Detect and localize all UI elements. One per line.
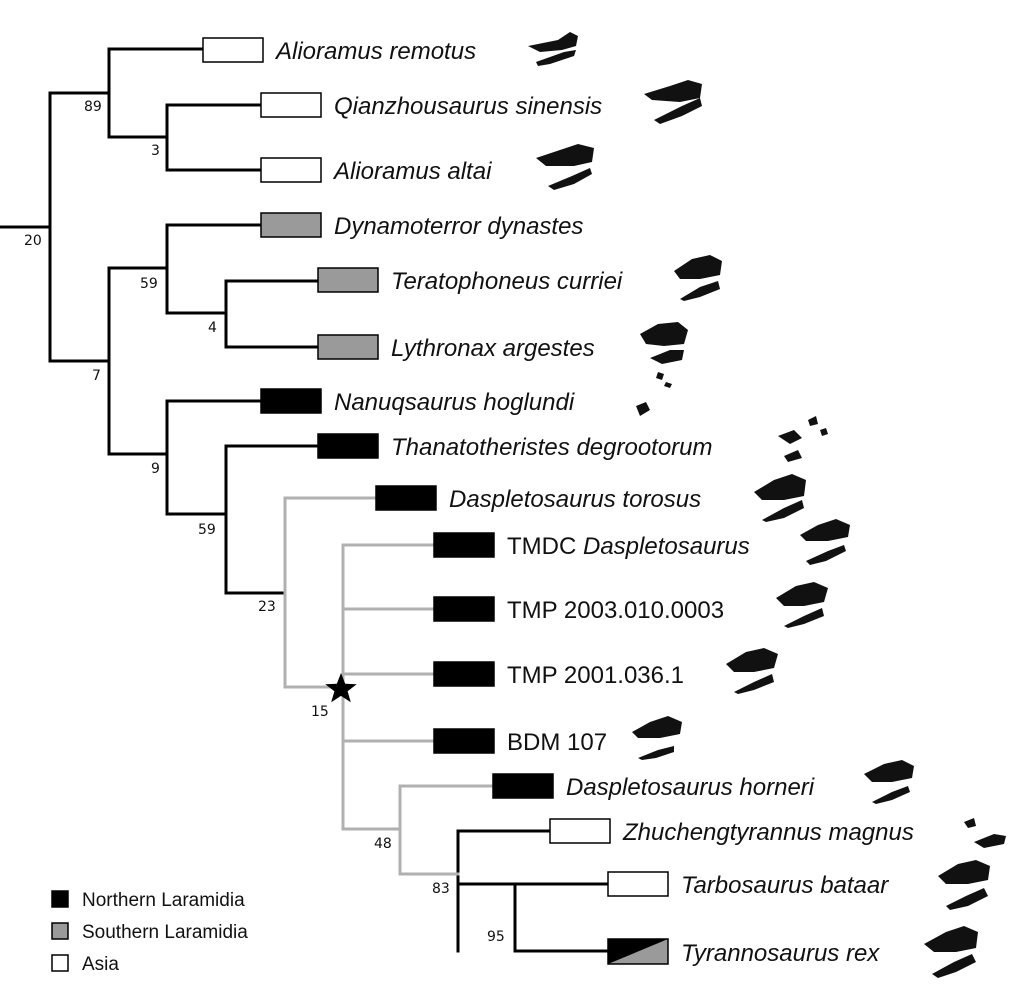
skull-thanatotheristes-degrootorum-icon — [778, 416, 828, 462]
support-thanato-plus: 59 — [198, 522, 216, 538]
label-lythronax-argestes: Lythronax argestes — [391, 335, 595, 362]
legend: Northern Laramidia Southern Laramidia As… — [51, 890, 248, 975]
label-tmp-2003-010-0003: TMP 2003.010.0003 — [507, 597, 724, 624]
label-bdm-107: BDM 107 — [507, 729, 607, 756]
star-marker — [325, 673, 357, 703]
skull-silhouettes — [528, 32, 1006, 978]
label-tmdc: TMDC — [507, 533, 576, 560]
label-tarbosaurus-bataar: Tarbosaurus bataar — [681, 872, 889, 899]
region-box-tarbosaurus-bataar — [607, 871, 669, 897]
label-nanuqsaurus-hoglundi: Nanuqsaurus hoglundi — [334, 389, 575, 416]
support-qian-altai: 3 — [151, 143, 160, 159]
region-box-tmp-2003-010-0003 — [433, 596, 495, 622]
label-alioramus-altai: Alioramus altai — [332, 158, 492, 185]
region-box-lythronax-argestes — [317, 334, 379, 360]
legend-item-northern-laramidia: Northern Laramidia — [51, 890, 245, 911]
legend-label-southern: Southern Laramidia — [82, 922, 248, 943]
legend-item-southern-laramidia: Southern Laramidia — [51, 922, 248, 943]
label-alioramus-remotus: Alioramus remotus — [274, 38, 476, 65]
skull-tyrannosaurus-rex-icon — [924, 926, 978, 978]
skull-tmdc-daspletosaurus-icon — [800, 519, 850, 565]
skull-teratophoneus-curriei-icon — [674, 255, 722, 301]
support-root: 20 — [24, 233, 42, 249]
skull-bdm-107-icon — [632, 716, 682, 760]
support-rest: 7 — [92, 368, 101, 384]
support-tera-lythro: 4 — [208, 320, 217, 336]
region-box-alioramus-altai — [260, 157, 322, 183]
label-tmdc-genus: Daspletosaurus — [583, 533, 750, 560]
legend-swatch-northern — [51, 890, 69, 908]
region-box-qianzhousaurus-sinensis — [260, 92, 322, 118]
label-tmdc-daspletosaurus: TMDC Daspletosaurus — [507, 533, 750, 560]
region-box-daspletosaurus-horneri — [492, 773, 554, 799]
region-box-tyrannosaurus-rex — [607, 938, 669, 965]
legend-swatch-southern — [51, 922, 69, 940]
skull-tarbosaurus-bataar-icon — [938, 860, 990, 910]
label-qianzhousaurus-sinensis: Qianzhousaurus sinensis — [334, 93, 602, 120]
region-boxes — [202, 37, 669, 965]
legend-label-asia: Asia — [82, 954, 119, 975]
label-daspletosaurus-torosus: Daspletosaurus torosus — [449, 486, 701, 513]
support-tyrannosaurini: 83 — [432, 881, 450, 897]
label-dynamoterror-dynastes: Dynamoterror dynastes — [334, 213, 583, 240]
region-box-daspletosaurus-torosus — [375, 485, 437, 511]
support-star: 15 — [311, 704, 329, 720]
skull-qianzhousaurus-sinensis-icon — [644, 80, 702, 124]
region-box-teratophoneus-curriei — [317, 267, 379, 293]
region-box-alioramus-remotus — [202, 37, 264, 63]
support-southern: 59 — [140, 276, 158, 292]
skull-lythronax-argestes-icon — [640, 322, 688, 388]
label-tmp-2001-036-1: TMP 2001.036.1 — [507, 662, 684, 689]
region-box-zhuchengtyrannus-magnus — [549, 818, 611, 844]
region-box-tmdc-daspletosaurus — [433, 532, 495, 558]
taxon-labels: Alioramus remotus Qianzhousaurus sinensi… — [274, 38, 914, 967]
skull-daspletosaurus-horneri-icon — [864, 760, 914, 804]
skull-nanuqsaurus-hoglundi-icon — [636, 402, 650, 416]
skull-daspletosaurus-torosus-icon — [754, 474, 806, 522]
legend-swatch-asia — [51, 954, 69, 972]
support-alioramini: 89 — [84, 99, 102, 115]
skull-alioramus-altai-icon — [536, 144, 594, 190]
region-box-bdm-107 — [433, 728, 495, 754]
label-zhuchengtyrannus-magnus: Zhuchengtyrannus magnus — [622, 819, 914, 846]
support-tarbo-trex: 95 — [487, 929, 505, 945]
support-values: 20 89 3 7 59 4 9 59 23 15 48 83 95 — [24, 99, 505, 945]
support-horneri-plus: 48 — [374, 836, 392, 852]
support-nanuq-plus: 9 — [151, 461, 160, 477]
skull-tmp-2003-010-0003-icon — [776, 582, 828, 628]
skull-alioramus-remotus-icon — [528, 32, 578, 66]
label-thanatotheristes-degrootorum: Thanatotheristes degrootorum — [391, 434, 713, 461]
label-daspletosaurus-horneri: Daspletosaurus horneri — [566, 774, 815, 801]
legend-item-asia: Asia — [51, 954, 119, 975]
skull-zhuchengtyrannus-magnus-icon — [964, 818, 1006, 848]
region-box-nanuqsaurus-hoglundi — [260, 388, 322, 414]
region-box-tmp-2001-036-1 — [433, 661, 495, 687]
region-box-dynamoterror-dynastes — [260, 212, 322, 238]
label-teratophoneus-curriei: Teratophoneus curriei — [391, 268, 623, 295]
tree-branches-main — [0, 47, 610, 953]
label-tyrannosaurus-rex: Tyrannosaurus rex — [681, 940, 880, 967]
legend-label-northern: Northern Laramidia — [82, 890, 245, 911]
region-box-thanatotheristes-degrootorum — [317, 433, 379, 459]
skull-tmp-2001-036-1-icon — [726, 648, 778, 694]
support-dasp-plus: 23 — [258, 599, 276, 615]
